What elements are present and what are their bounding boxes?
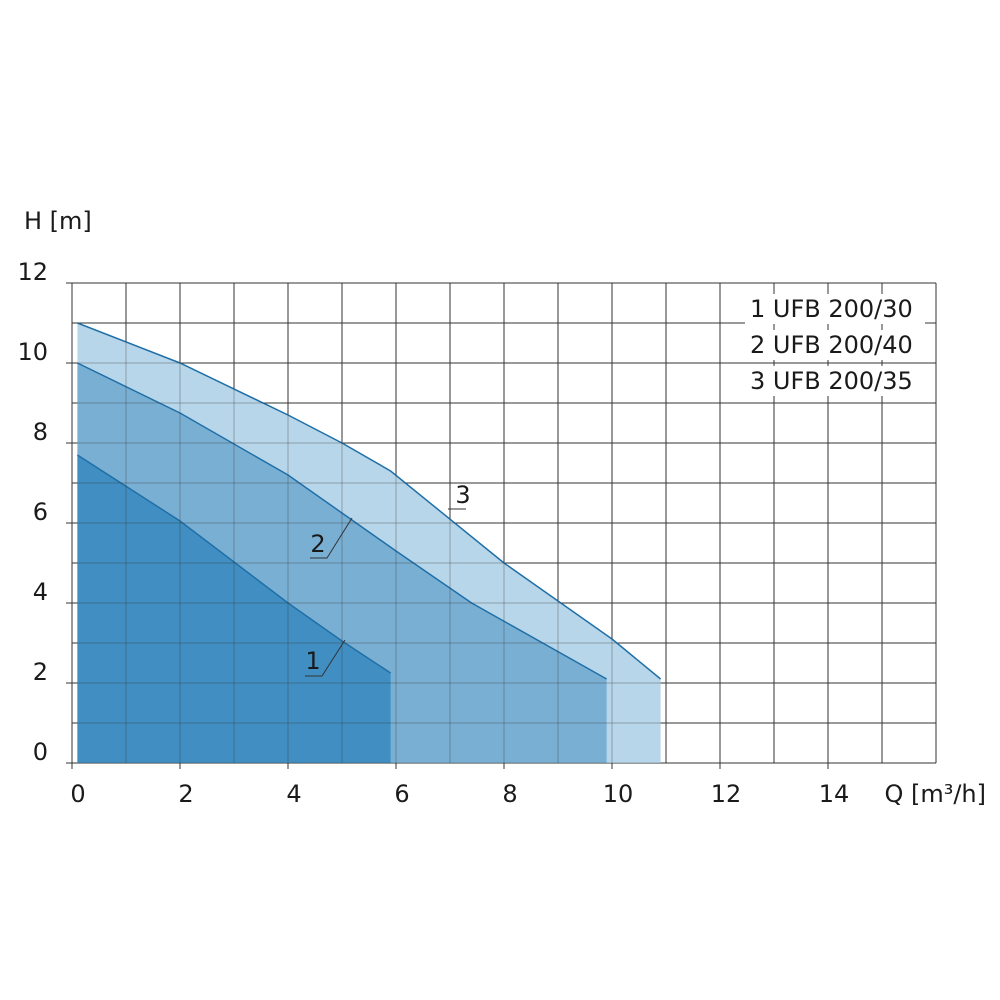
- curve-line: [76, 454, 392, 674]
- curve-label: 3: [455, 481, 470, 509]
- x-tick-label: 10: [603, 780, 634, 808]
- x-tick-label: 8: [502, 780, 517, 808]
- legend-entry: 2 UFB 200/40: [750, 331, 913, 359]
- legend-bg: [745, 330, 925, 360]
- y-tick-label: 8: [33, 418, 48, 446]
- y-tick-label: 2: [33, 658, 48, 686]
- y-tick-label: 4: [33, 578, 48, 606]
- x-tick-label: 4: [286, 780, 301, 808]
- x-tick-label: 12: [711, 780, 742, 808]
- x-tick-label: 0: [70, 780, 85, 808]
- y-tick-label: 10: [17, 338, 48, 366]
- curve-label: 2: [310, 530, 325, 558]
- curve-line: [77, 322, 662, 680]
- legend-entry: 1 UFB 200/30: [750, 295, 913, 323]
- y-axis-label: H [m]: [24, 207, 92, 235]
- y-tick-label: 0: [33, 738, 48, 766]
- leader-line: [305, 639, 346, 677]
- x-tick-label: 14: [819, 780, 850, 808]
- legend-bg: [745, 366, 925, 396]
- x-tick-label: 2: [178, 780, 193, 808]
- curve-line: [77, 362, 607, 680]
- y-tick-label: 6: [33, 498, 48, 526]
- curve-label: 1: [305, 647, 320, 675]
- area-fill: [77, 455, 391, 763]
- legend-entry: 3 UFB 200/35: [750, 367, 913, 395]
- legend-bg: [745, 294, 925, 324]
- x-tick-label: 6: [394, 780, 409, 808]
- x-axis-label: Q [m³/h]: [884, 780, 986, 808]
- y-tick-label: 12: [17, 258, 48, 286]
- leader-line: [310, 517, 353, 559]
